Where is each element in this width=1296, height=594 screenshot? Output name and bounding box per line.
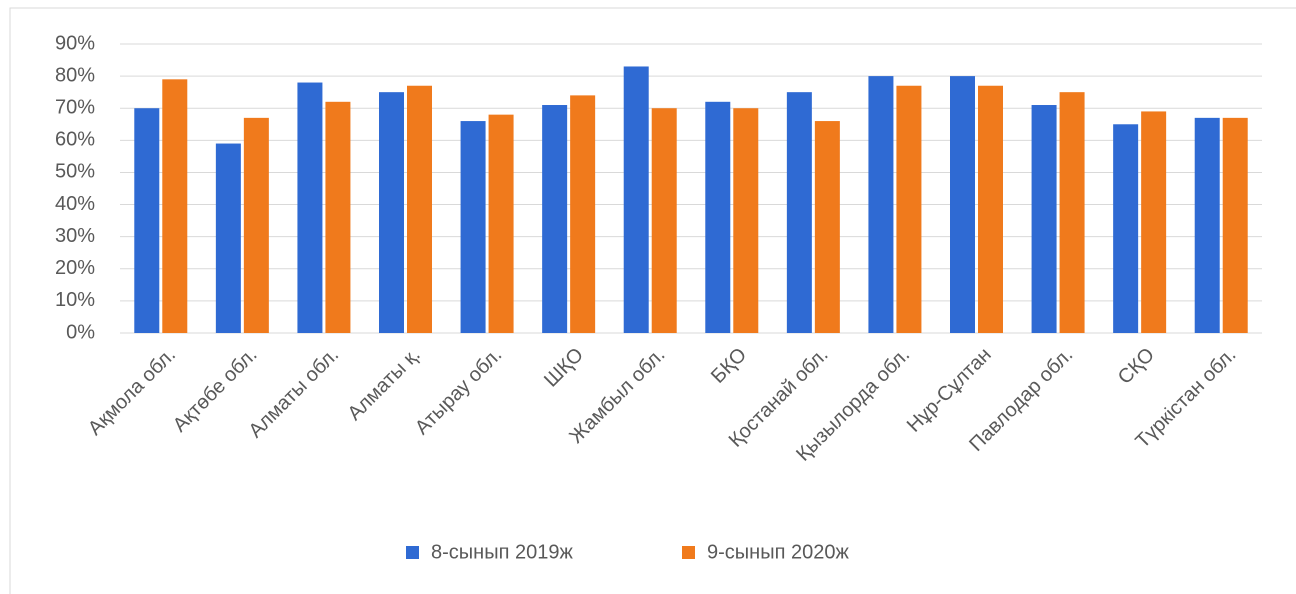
bar <box>1141 111 1167 333</box>
y-tick-label: 0% <box>66 321 95 343</box>
x-tick-label: Атырау обл. <box>411 344 506 439</box>
y-tick-label: 10% <box>55 289 95 311</box>
bar <box>733 108 759 333</box>
x-tick-label: ШҚО <box>540 344 588 392</box>
x-tick-label: Ақмола обл. <box>84 344 180 440</box>
y-tick-label: 40% <box>55 193 95 215</box>
bar <box>1194 117 1220 333</box>
legend-label: 8-сынып 2019ж <box>431 541 573 563</box>
y-tick-label: 30% <box>55 225 95 247</box>
y-tick-label: 60% <box>55 129 95 151</box>
bar <box>488 114 514 334</box>
bar <box>570 95 596 333</box>
bar <box>1222 117 1248 333</box>
legend-swatch <box>406 546 419 559</box>
bar <box>786 92 812 334</box>
y-tick-label: 20% <box>55 257 95 279</box>
bar <box>1059 92 1085 334</box>
x-tick-label: Алматы қ. <box>344 344 425 425</box>
bar <box>1031 105 1057 333</box>
bar <box>1113 124 1139 334</box>
bar <box>868 76 894 333</box>
bar <box>978 85 1003 333</box>
bar <box>542 105 568 333</box>
bar <box>162 79 188 333</box>
bar <box>134 108 160 333</box>
bar <box>814 121 840 333</box>
bar <box>705 101 731 333</box>
bar <box>297 82 323 334</box>
bar <box>215 143 241 333</box>
bar <box>651 108 677 333</box>
bar <box>460 121 486 333</box>
bar <box>896 85 922 333</box>
bar <box>407 85 432 333</box>
legend-label: 9-сынып 2020ж <box>707 541 849 563</box>
bar <box>243 117 269 333</box>
bar <box>623 66 649 333</box>
y-tick-label: 90% <box>55 32 95 54</box>
y-tick-label: 50% <box>55 161 95 183</box>
bar <box>950 76 975 333</box>
bar <box>325 101 351 333</box>
x-tick-label: СҚО <box>1114 344 1159 389</box>
bar <box>379 92 404 334</box>
legend-swatch <box>682 546 695 559</box>
chart-border <box>9 7 1296 594</box>
y-tick-label: 70% <box>55 97 95 119</box>
x-tick-label: БҚО <box>707 344 751 388</box>
y-tick-label: 80% <box>55 64 95 86</box>
